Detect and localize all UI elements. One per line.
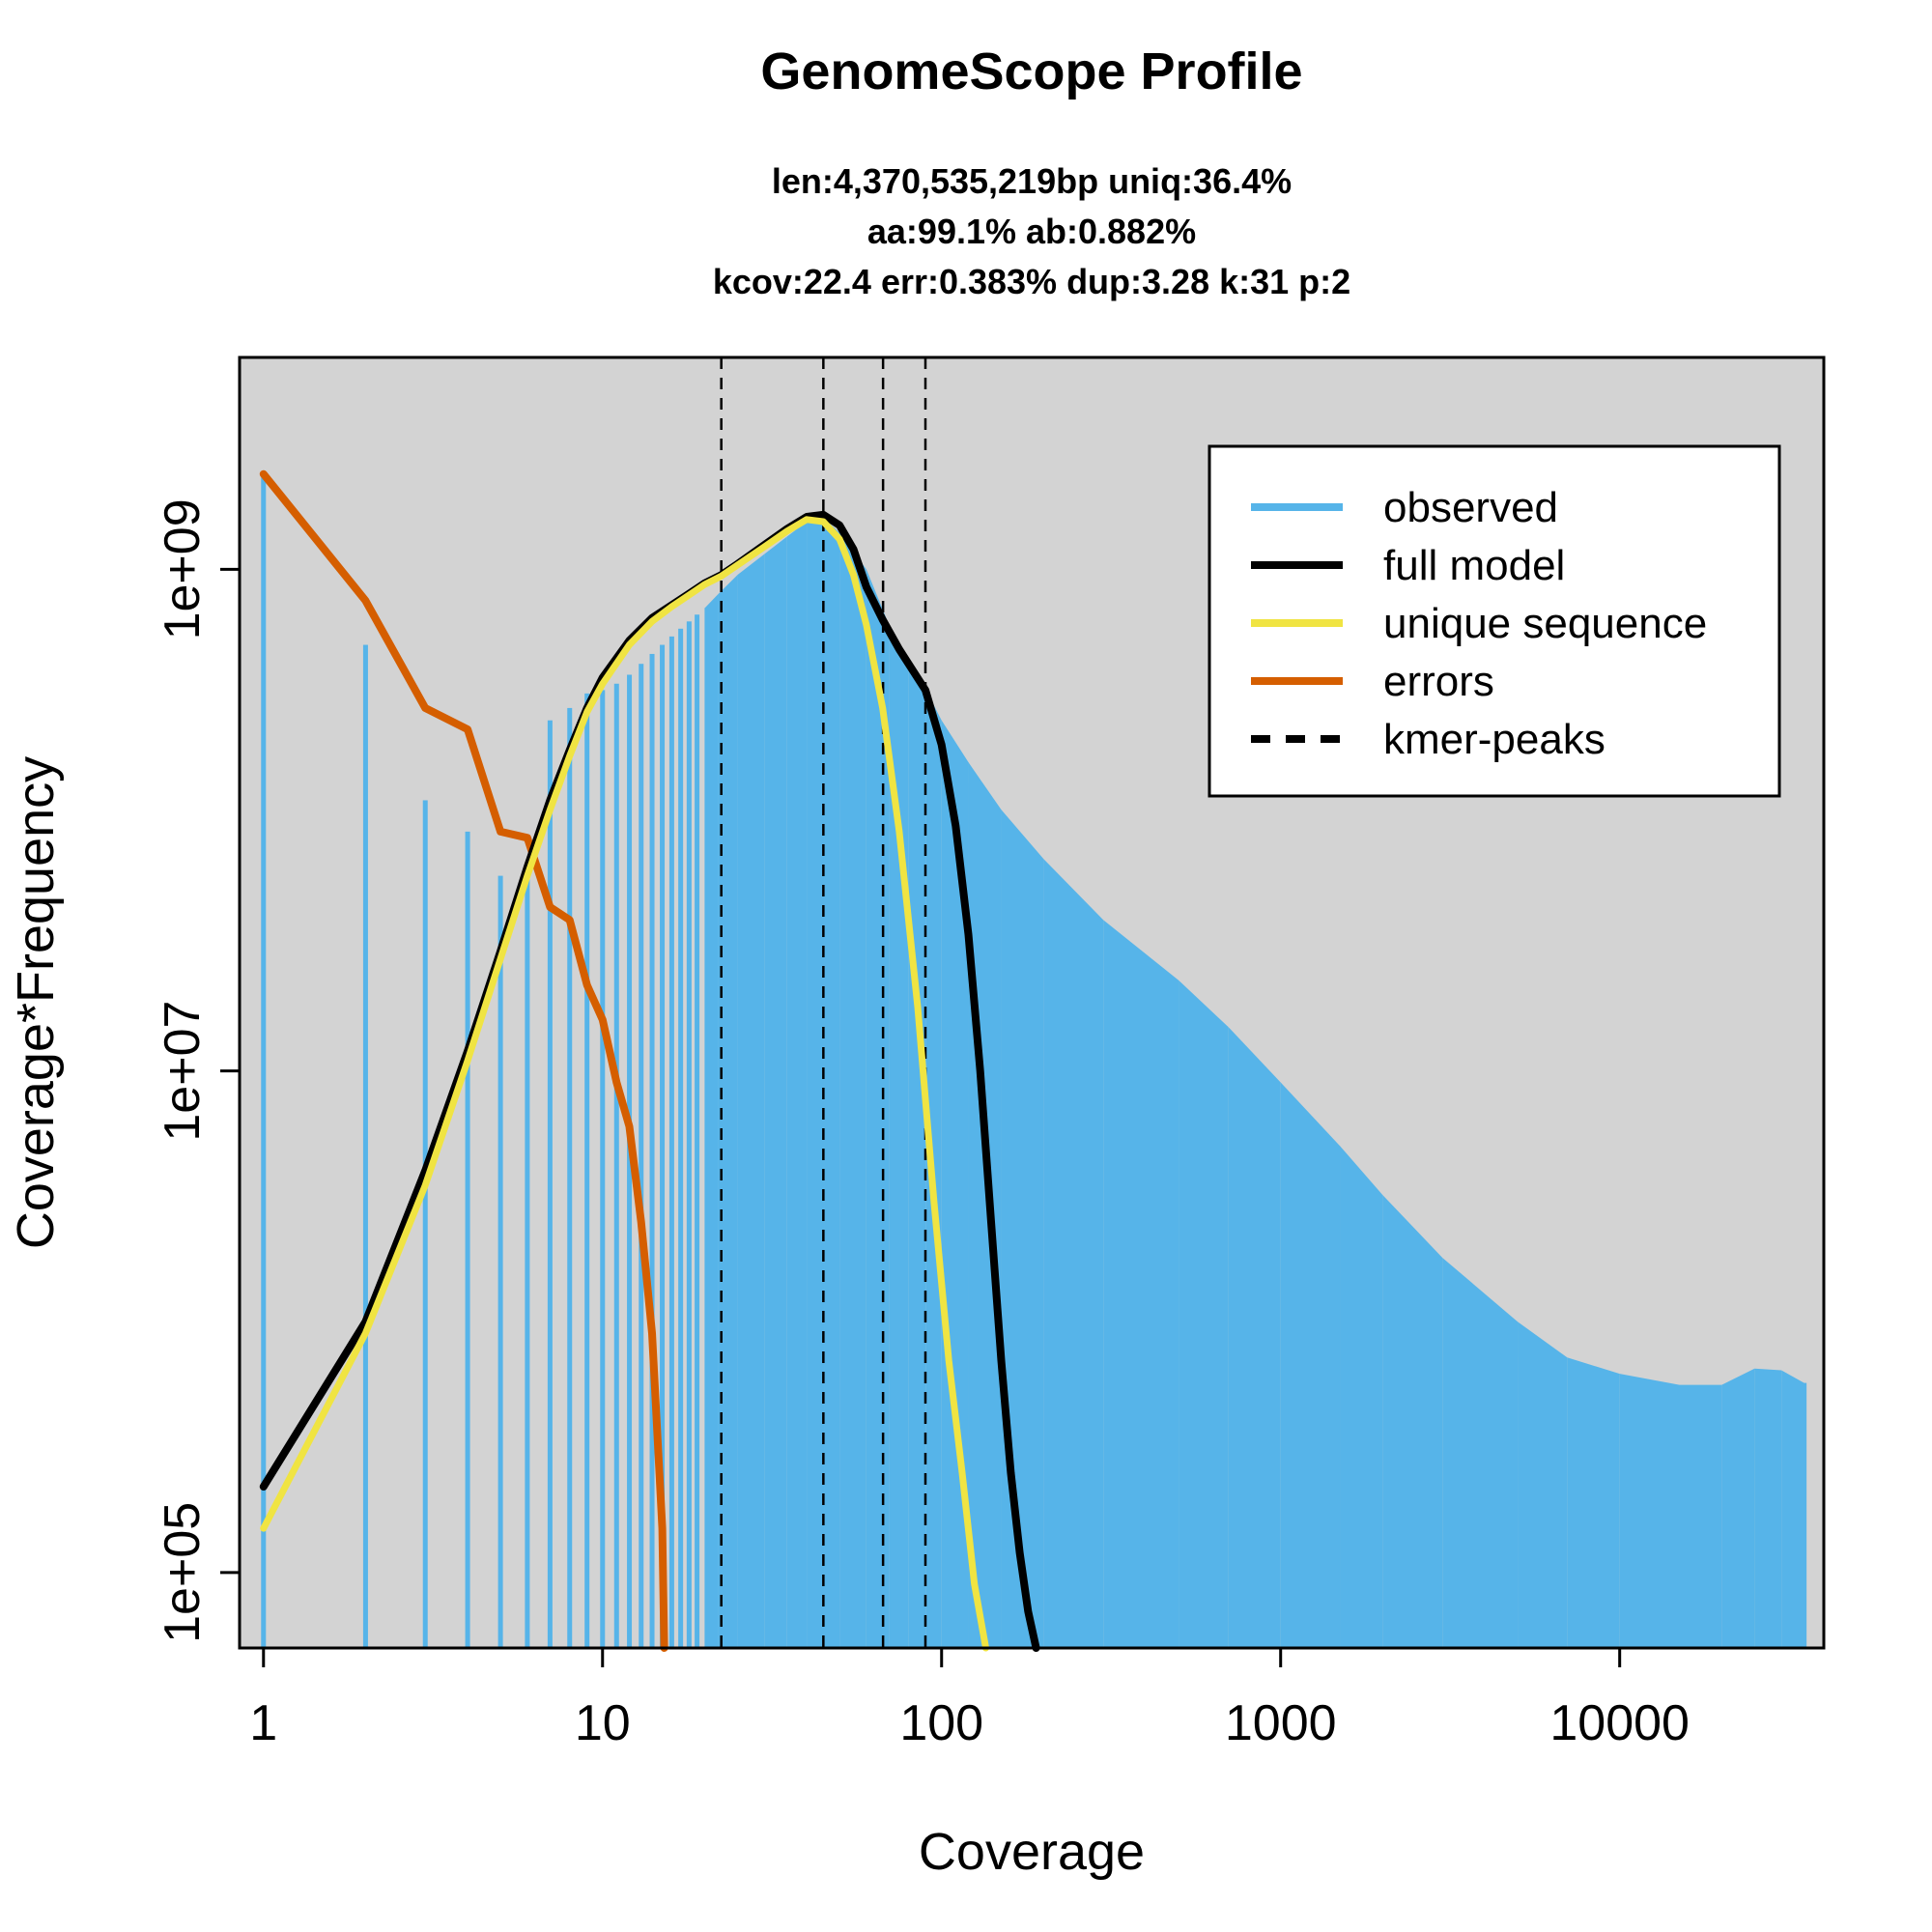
observed-bar	[1679, 1384, 1722, 1648]
observed-bar	[1721, 1368, 1755, 1648]
kmer-peak-lines	[720, 357, 927, 1648]
x-tick-label: 10	[575, 1695, 631, 1751]
observed-bar	[422, 800, 428, 1648]
observed-bar	[824, 518, 840, 1648]
y-axis-title: Coverage*Frequency	[7, 756, 65, 1249]
x-axis: 1 10 100 1000 10000	[249, 1646, 1690, 1751]
observed-bar	[968, 762, 1002, 1648]
legend-label: observed	[1383, 484, 1558, 531]
x-tick-label: 10000	[1549, 1695, 1690, 1751]
y-tick-label: 1e+09	[155, 498, 211, 639]
chart-title: GenomeScope Profile	[760, 43, 1302, 100]
legend-label: kmer-peaks	[1383, 716, 1605, 763]
observed-bar	[678, 628, 684, 1649]
observed-bar	[764, 536, 787, 1649]
observed-bar	[547, 720, 553, 1648]
observed-bar	[1382, 1195, 1443, 1648]
observed-bar	[1179, 980, 1229, 1648]
observed-bars	[261, 473, 1807, 1649]
observed-bar	[695, 614, 700, 1648]
x-axis-title: Coverage	[919, 1823, 1145, 1881]
model-lines	[259, 469, 1040, 1652]
observed-bar	[1567, 1357, 1620, 1648]
observed-bar	[1781, 1370, 1804, 1648]
x-tick-label: 100	[899, 1695, 983, 1751]
observed-bar	[1043, 859, 1104, 1648]
chart-subtitle-line-3: kcov:22.4 err:0.383% dup:3.28 k:31 p:2	[713, 262, 1350, 301]
observed-bar	[584, 693, 590, 1648]
observed-bar	[737, 554, 765, 1649]
observed-bar	[627, 674, 633, 1648]
observed-bar	[941, 720, 969, 1648]
legend-label: unique sequence	[1383, 600, 1707, 647]
observed-bar	[613, 683, 619, 1648]
chart-subtitle-line-2: aa:99.1% ab:0.882%	[867, 212, 1196, 251]
observed-bar	[1442, 1257, 1519, 1648]
observed-bar	[1619, 1374, 1680, 1648]
errors-line	[259, 469, 668, 1652]
observed-bar	[600, 690, 606, 1648]
observed-bar	[1340, 1146, 1383, 1648]
observed-bar	[786, 521, 808, 1649]
observed-bar	[649, 653, 655, 1649]
observed-bar	[1228, 1026, 1281, 1648]
observed-bar	[1802, 1382, 1807, 1648]
observed-bar	[908, 664, 926, 1648]
observed-bar	[668, 636, 674, 1649]
observed-bar	[362, 644, 368, 1649]
legend: observed full model unique sequence errors k…	[1208, 444, 1781, 798]
observed-bar	[1518, 1321, 1568, 1648]
x-tick-label: 1000	[1225, 1695, 1337, 1751]
observed-bar	[718, 575, 738, 1648]
observed-bar	[839, 532, 867, 1649]
observed-bar	[1103, 920, 1179, 1648]
observed-bar	[660, 644, 666, 1649]
observed-bar	[686, 621, 692, 1648]
y-axis: 1e+05 1e+07 1e+09	[155, 498, 242, 1643]
observed-bar	[1754, 1368, 1782, 1648]
y-tick-label: 1e+07	[155, 1001, 211, 1142]
observed-bar	[567, 707, 573, 1648]
legend-label: errors	[1383, 658, 1494, 705]
observed-bar	[497, 875, 503, 1648]
observed-bar	[639, 664, 644, 1648]
x-tick-label: 1	[249, 1695, 277, 1751]
observed-bar	[465, 831, 470, 1648]
observed-bar	[1280, 1082, 1341, 1648]
observed-bar	[807, 518, 825, 1648]
unique-sequence-line	[260, 516, 989, 1652]
legend-label: full model	[1383, 542, 1565, 589]
observed-bar	[261, 473, 267, 1649]
observed-bar	[525, 875, 530, 1648]
observed-bar	[1001, 810, 1044, 1648]
observed-bar	[704, 593, 719, 1649]
chart-subtitle-line-1: len:4,370,535,219bp uniq:36.4%	[772, 161, 1292, 201]
y-tick-label: 1e+05	[155, 1502, 211, 1643]
